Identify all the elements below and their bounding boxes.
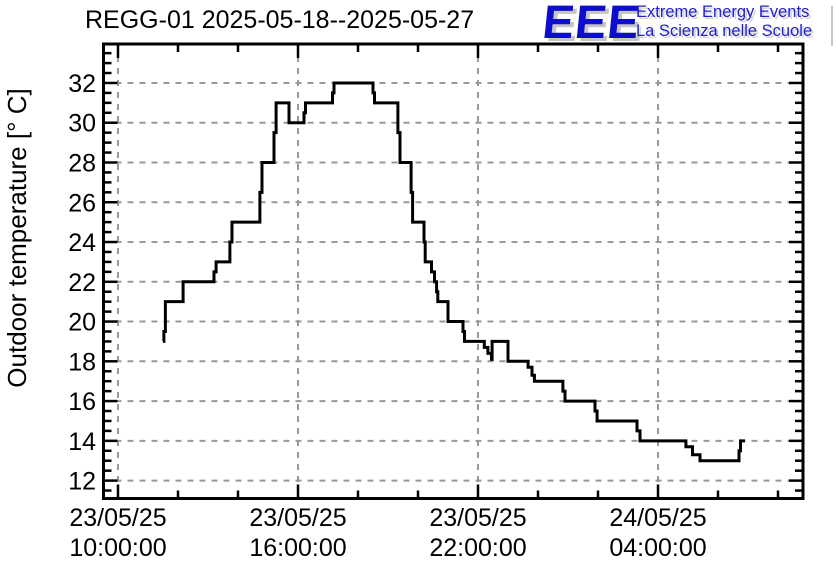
svg-text:10:00:00: 10:00:00 [69, 534, 166, 562]
svg-text:26: 26 [68, 189, 96, 217]
svg-text:12: 12 [68, 468, 96, 496]
svg-text:24: 24 [68, 229, 96, 257]
svg-text:Outdoor temperature [° C]: Outdoor temperature [° C] [2, 88, 32, 387]
svg-text:16:00:00: 16:00:00 [249, 534, 346, 562]
eee-logo-shadow-edge [831, 6, 833, 46]
svg-text:16: 16 [68, 388, 96, 416]
eee-logo-text: Extreme Energy Events La Scienza nelle S… [636, 3, 812, 41]
svg-text:30: 30 [68, 110, 96, 138]
svg-text:22:00:00: 22:00:00 [429, 534, 526, 562]
eee-logo: EEE Extreme Energy Events La Scienza nel… [540, 0, 836, 48]
svg-text:23/05/25: 23/05/25 [429, 504, 526, 532]
svg-text:23/05/25: 23/05/25 [249, 504, 346, 532]
svg-text:32: 32 [68, 70, 96, 98]
svg-text:20: 20 [68, 309, 96, 337]
svg-text:14: 14 [68, 428, 96, 456]
eee-logo-line1: Extreme Energy Events [636, 3, 810, 21]
svg-text:22: 22 [68, 269, 96, 297]
svg-text:18: 18 [68, 348, 96, 376]
svg-text:24/05/25: 24/05/25 [609, 504, 706, 532]
svg-text:23/05/25: 23/05/25 [69, 504, 166, 532]
eee-logo-line2: La Scienza nelle Scuole [636, 22, 813, 40]
svg-text:04:00:00: 04:00:00 [609, 534, 706, 562]
svg-text:28: 28 [68, 150, 96, 178]
chart-title: REGG-01 2025-05-18--2025-05-27 [85, 6, 475, 34]
